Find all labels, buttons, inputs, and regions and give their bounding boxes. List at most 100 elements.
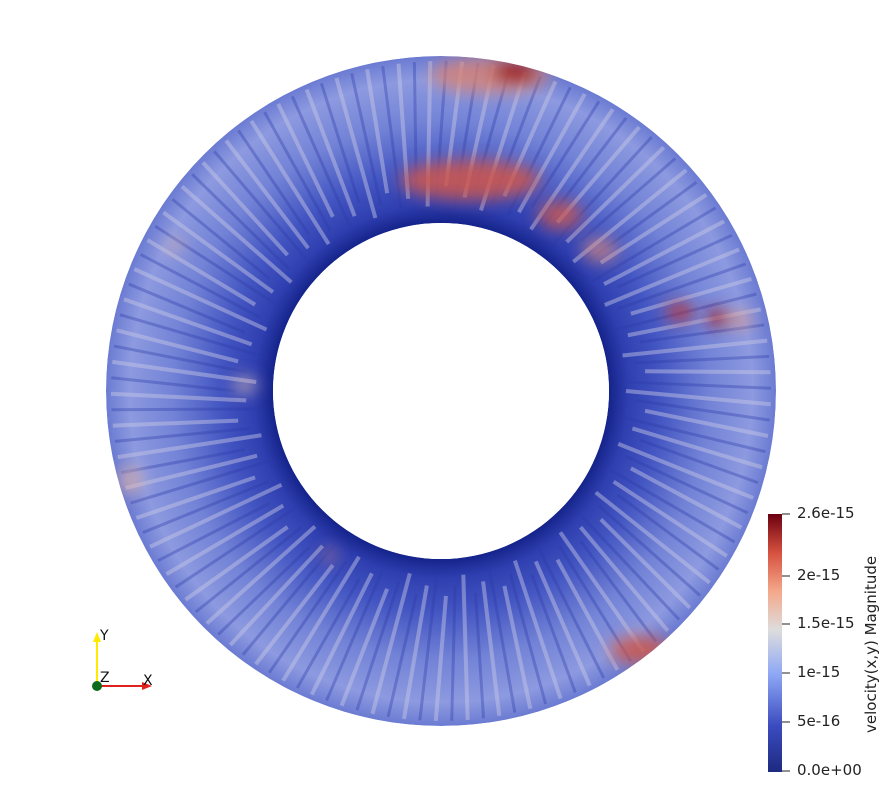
streak [146,238,257,307]
streak [530,100,601,209]
streak [125,453,258,490]
streak [617,262,747,311]
streak [171,198,271,280]
streak [319,82,361,204]
streak [241,542,338,656]
y-axis-label: Y [100,628,109,644]
streak [325,566,386,702]
streak [370,572,412,715]
streak [184,525,289,602]
streak [625,389,771,407]
streak [365,69,390,194]
streak [304,88,357,217]
hot-regions [118,57,752,664]
streak [512,559,563,700]
streak [267,560,348,674]
streak [558,531,646,653]
streak [191,173,291,270]
streak [604,247,740,307]
streak [579,540,658,643]
streak [334,77,378,219]
streak [228,544,325,647]
streak [128,282,246,334]
streak [130,459,271,505]
streak [174,505,298,589]
streak [355,580,401,711]
streak [290,95,353,230]
streak [625,380,772,390]
streak [481,581,502,717]
streak [133,267,268,332]
colorbar-ticks [782,513,790,772]
streak [639,323,765,344]
streak [112,418,239,428]
streak [116,328,239,364]
streak [254,563,335,666]
streak [508,572,548,705]
inner-hole [273,223,609,559]
streak [612,479,728,558]
streak [635,398,770,422]
streak [111,407,257,412]
streak [488,569,517,713]
streak [149,482,283,549]
colorbar-gradient [768,514,782,772]
streak [629,466,743,530]
streak [119,313,260,357]
streak [263,111,332,232]
streak [111,376,237,393]
streak [594,490,711,585]
radial-streaks [110,60,772,722]
streak [603,219,725,286]
streak [114,426,250,443]
streak [237,129,311,236]
orientation-axes [92,632,152,691]
streak [624,454,749,515]
streak [401,585,429,720]
streak [205,524,317,625]
streak [505,86,572,219]
streak [617,233,733,289]
streak [579,525,670,633]
streak [142,480,269,534]
streak [589,206,717,284]
streak [644,408,769,438]
streak [631,426,763,470]
streak [120,448,245,475]
streak [217,546,310,636]
streak [339,588,390,707]
streak [201,161,290,257]
streak [418,575,439,721]
streak [639,438,759,485]
streak [555,558,620,671]
streak [412,62,418,188]
streak [517,92,587,214]
streak [450,585,457,721]
streak [630,276,752,316]
streak [224,139,310,250]
streak [295,578,361,689]
streak [623,416,766,454]
streak [461,574,470,720]
streak [502,585,533,710]
x-axis-label: X [143,673,153,689]
streak [565,146,666,244]
colorbar-tick-max: 2.6e-15 [797,504,855,522]
streak [249,119,331,246]
streak [135,475,256,520]
streak [633,354,770,365]
z-axis-label: Z [100,670,110,686]
colorbar-tick-2e-15: 2e-15 [797,566,841,584]
streak [599,517,692,610]
streak [110,391,247,403]
streak [530,574,577,693]
streak [309,572,374,696]
streak [162,210,275,294]
streak [386,594,418,718]
streak [157,502,271,562]
colorbar-tick-1e-15: 1e-15 [797,663,841,681]
streak [139,253,262,319]
streak [645,369,771,375]
